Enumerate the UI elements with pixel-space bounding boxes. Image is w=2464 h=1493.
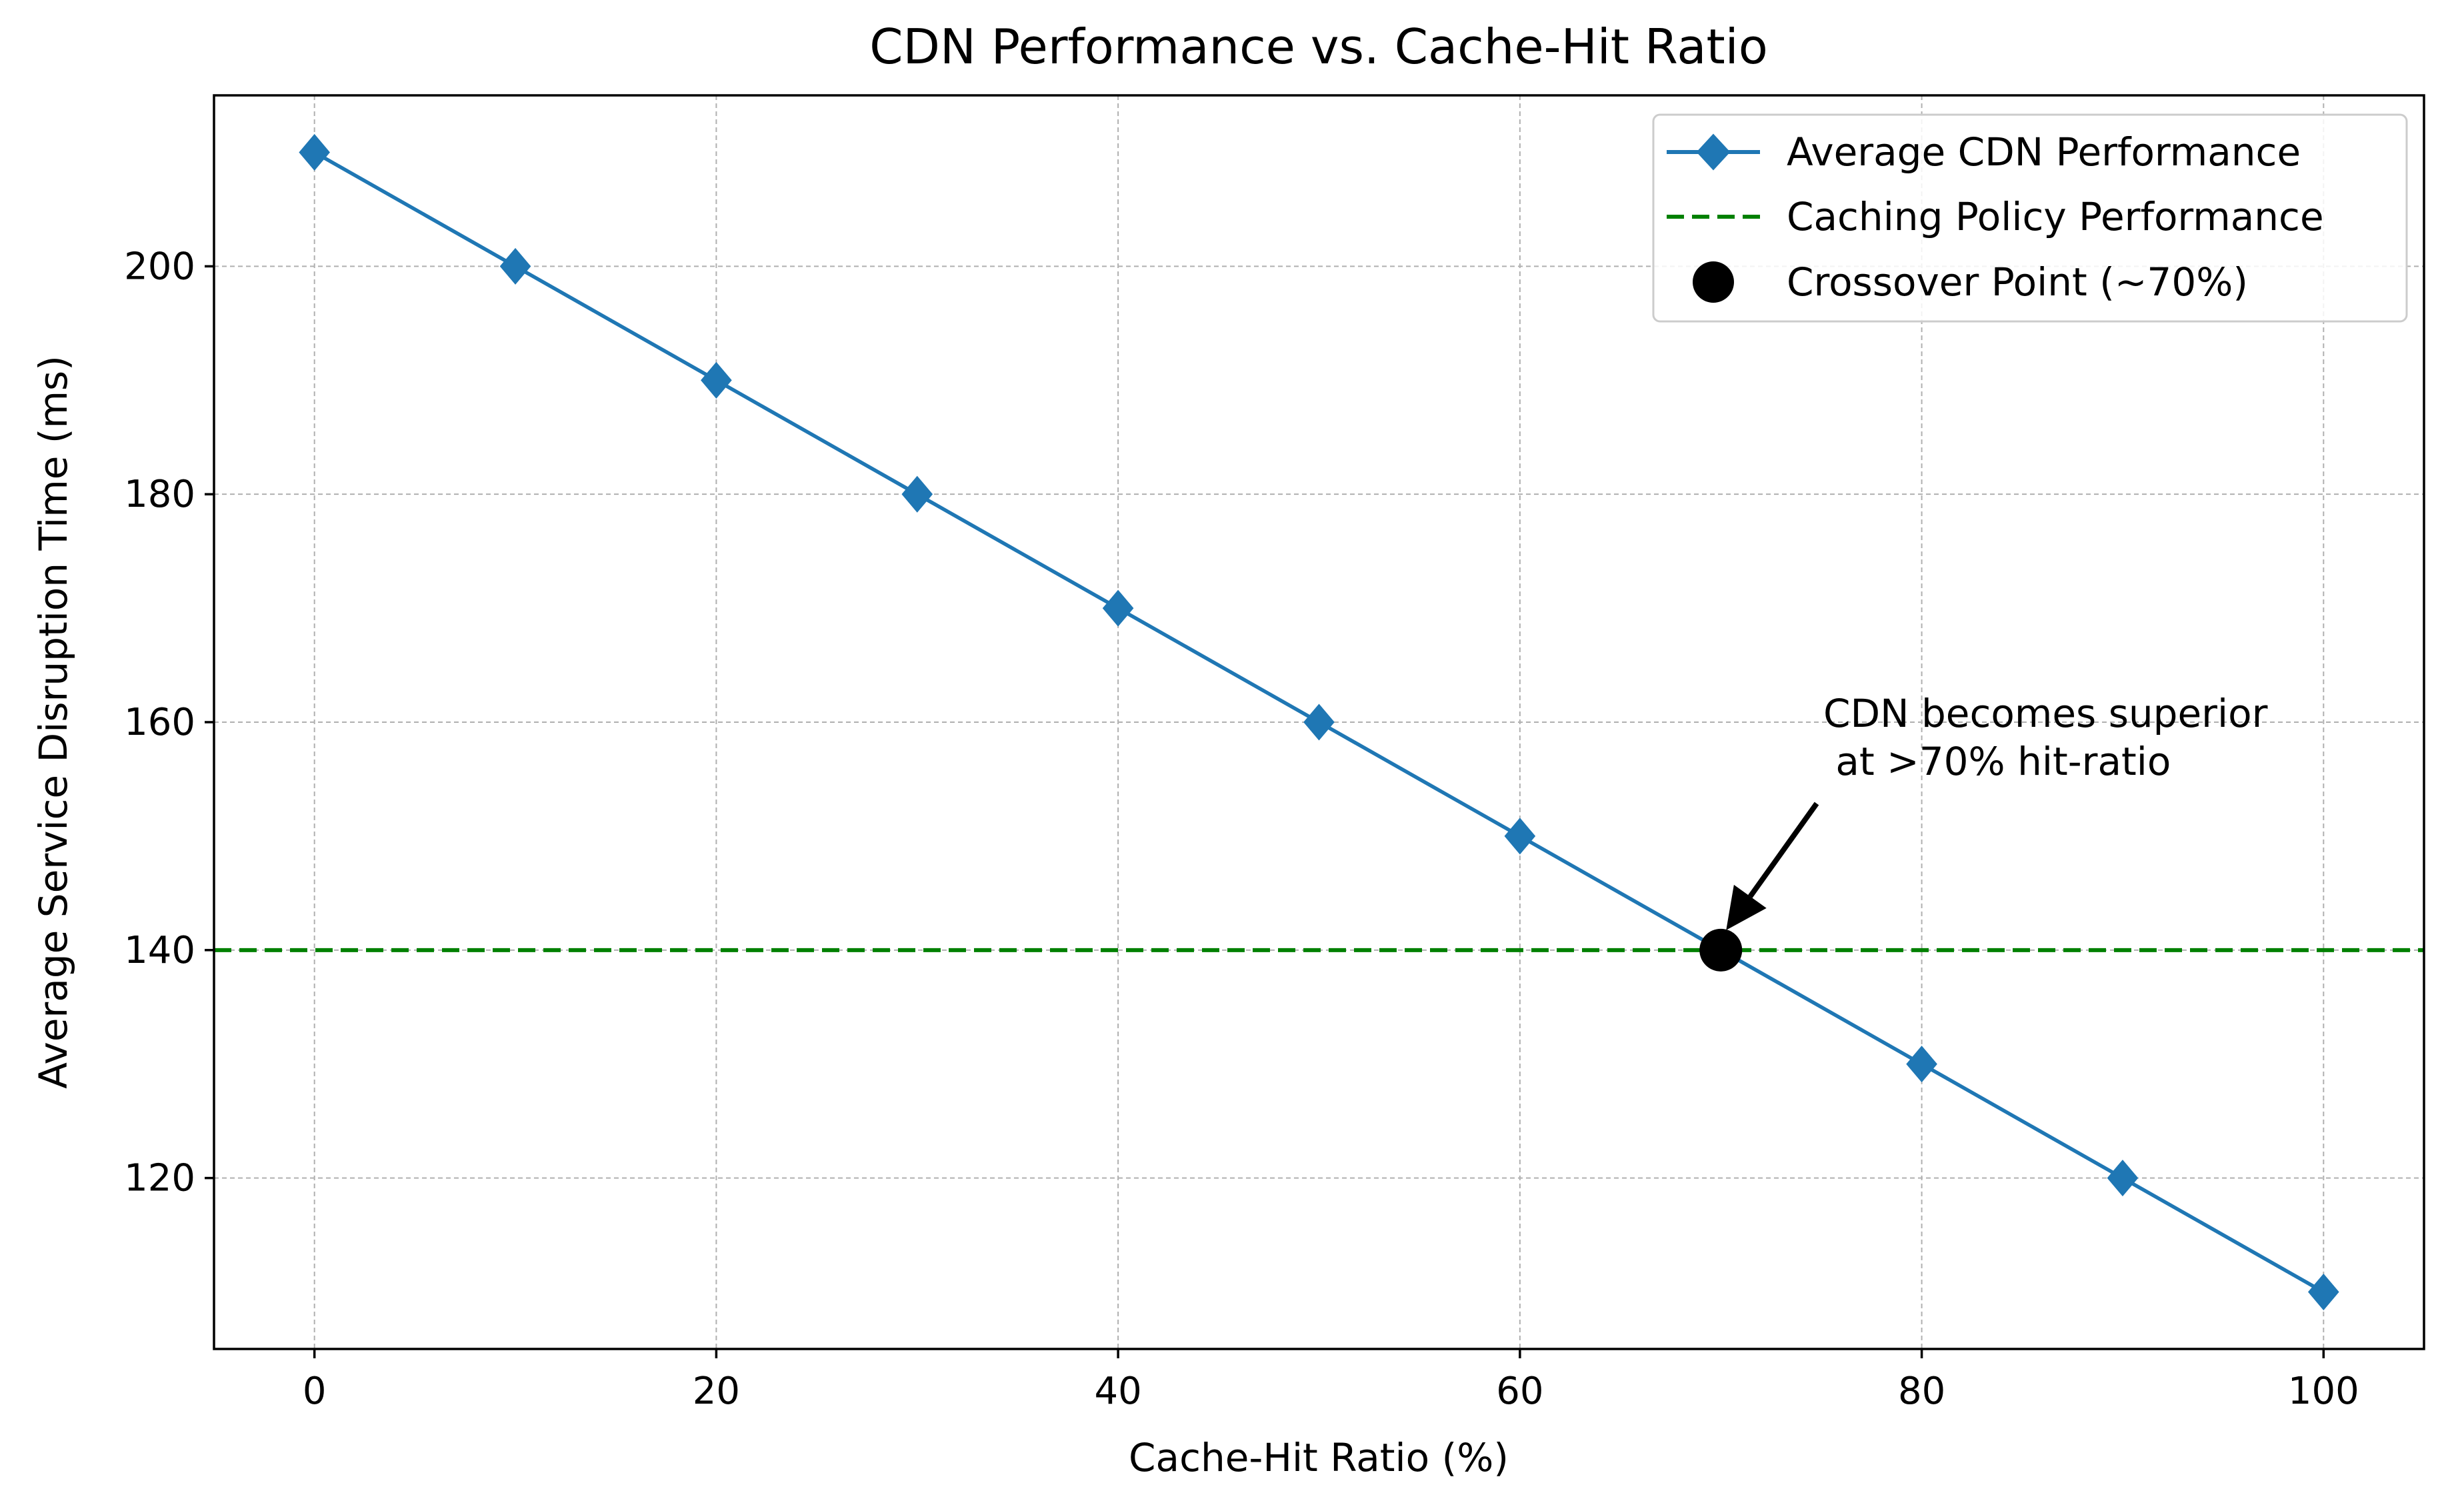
x-tick-label: 100 [2288, 1370, 2359, 1413]
legend-label-crossover: Crossover Point (~70%) [1787, 259, 2248, 305]
axis-ticks: 0 20 40 60 80 100 120 140 160 180 200 [124, 245, 2359, 1413]
y-tick-label: 200 [124, 245, 195, 288]
x-tick-label: 60 [1496, 1370, 1543, 1413]
legend-swatch-crossover [1693, 261, 1734, 303]
legend-label-policy: Caching Policy Performance [1787, 194, 2324, 239]
legend-box [1652, 113, 2408, 323]
cdn-data-point [2308, 1273, 2339, 1311]
cdn-data-point [499, 247, 531, 285]
x-tick-label: 40 [1095, 1370, 1142, 1413]
y-tick-label: 160 [124, 701, 195, 744]
y-tick-label: 120 [124, 1157, 195, 1200]
legend: Average CDN Performance Caching Policy P… [1652, 113, 2408, 323]
legend-swatch-cdn-marker [1696, 133, 1731, 171]
y-tick-label: 180 [124, 473, 195, 516]
y-axis-label: Average Service Disruption Time (ms) [31, 355, 76, 1089]
legend-label-cdn: Average CDN Performance [1787, 129, 2301, 175]
chart-title: CDN Performance vs. Cache-Hit Ratio [869, 19, 1768, 75]
cdn-data-point [701, 361, 732, 399]
cdn-data-point [1303, 703, 1335, 741]
x-axis-label: Cache-Hit Ratio (%) [1129, 1435, 1509, 1480]
x-tick-label: 80 [1898, 1370, 1945, 1413]
cdn-data-point [901, 475, 933, 513]
x-tick-label: 20 [693, 1370, 740, 1413]
annotation-line-2: at >70% hit-ratio [1823, 739, 2171, 784]
x-tick-label: 0 [303, 1370, 327, 1413]
annotation-arrow-head [1726, 884, 1767, 930]
cdn-data-point [2107, 1160, 2139, 1197]
cdn-data-point [299, 133, 330, 171]
plot-area [214, 133, 2424, 1311]
cdn-data-point [1504, 818, 1536, 855]
crossover-point [1699, 928, 1743, 972]
cdn-data-point [1906, 1046, 1937, 1083]
cdn-data-point [1102, 589, 1134, 627]
annotation-arrow-shaft [1748, 802, 1819, 898]
y-tick-label: 140 [124, 929, 195, 972]
annotation-line-1: CDN becomes superior [1823, 691, 2268, 736]
